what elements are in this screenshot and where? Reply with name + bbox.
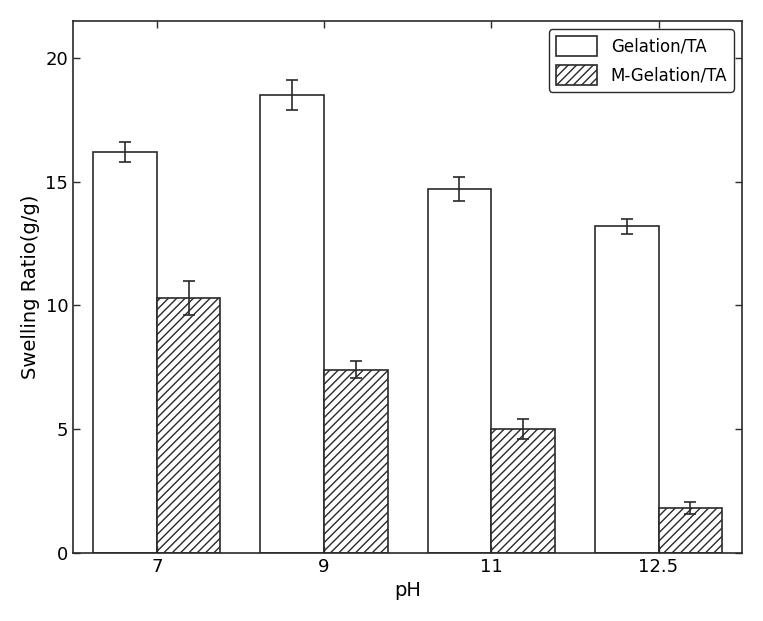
Bar xyxy=(260,95,324,553)
Bar xyxy=(428,189,491,553)
X-axis label: pH: pH xyxy=(394,581,421,600)
Bar xyxy=(93,152,156,553)
Legend: Gelation/TA, M-Gelation/TA: Gelation/TA, M-Gelation/TA xyxy=(549,29,734,91)
Bar xyxy=(324,369,388,553)
Bar xyxy=(156,298,221,553)
Y-axis label: Swelling Ratio(g/g): Swelling Ratio(g/g) xyxy=(21,194,40,379)
Bar xyxy=(595,226,658,553)
Bar xyxy=(658,508,722,553)
Bar xyxy=(491,429,555,553)
